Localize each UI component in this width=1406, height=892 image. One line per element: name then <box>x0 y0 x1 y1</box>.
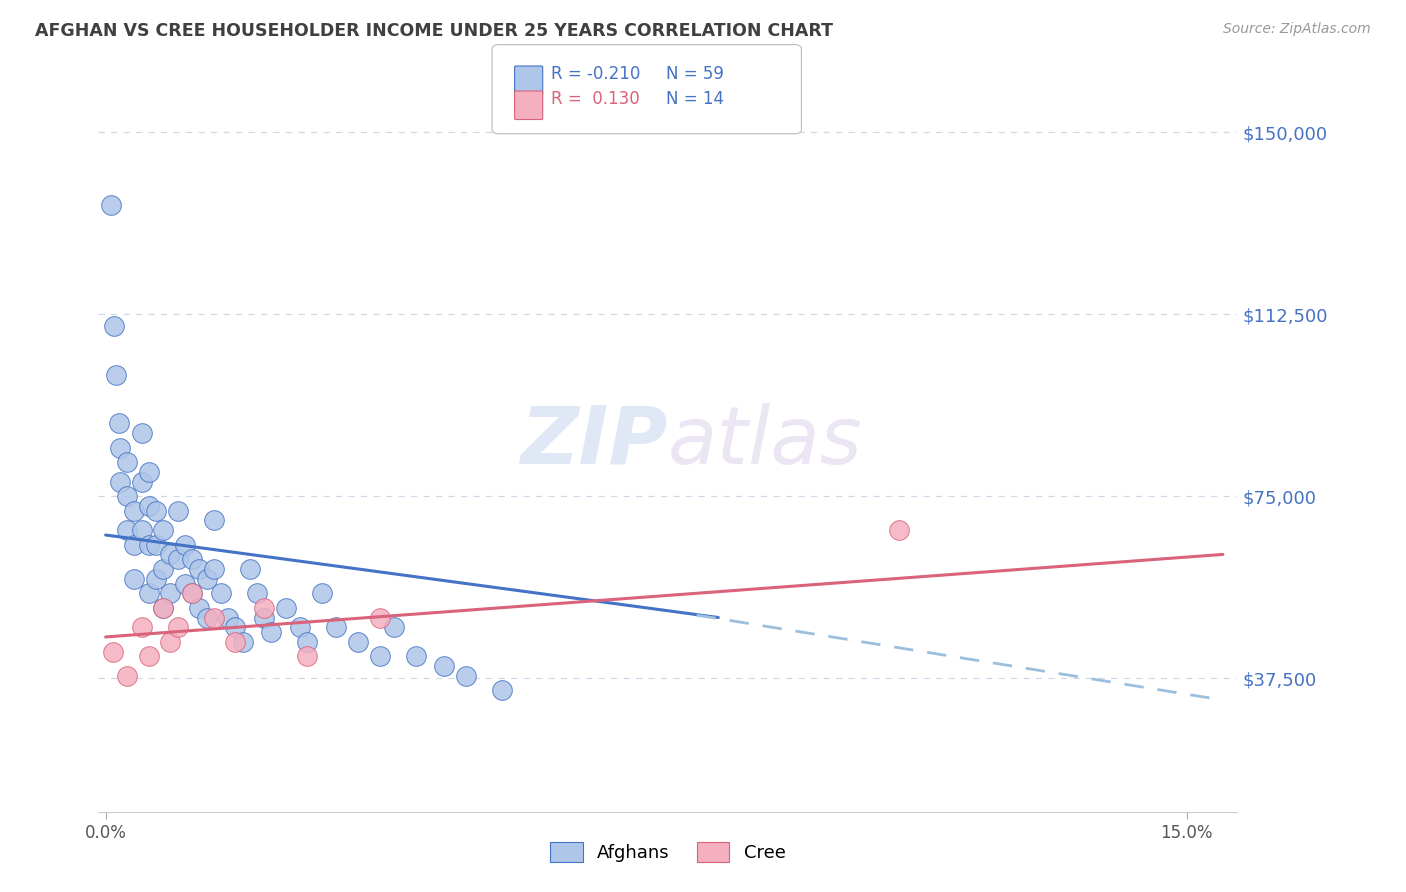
Text: Source: ZipAtlas.com: Source: ZipAtlas.com <box>1223 22 1371 37</box>
Point <box>152 600 174 615</box>
Point <box>152 562 174 576</box>
Point <box>131 620 153 634</box>
Point <box>297 649 319 664</box>
Point <box>159 548 181 562</box>
Point <box>202 562 225 576</box>
Point <box>311 586 333 600</box>
Point <box>138 499 160 513</box>
Point <box>433 659 456 673</box>
Point <box>131 523 153 537</box>
Point <box>124 572 146 586</box>
Point <box>174 538 197 552</box>
Point <box>117 669 139 683</box>
Point <box>103 319 125 334</box>
Point <box>152 523 174 537</box>
Point <box>224 635 246 649</box>
Point <box>253 610 276 624</box>
Point <box>347 635 370 649</box>
Point <box>217 610 239 624</box>
Point <box>274 600 297 615</box>
Point <box>145 572 167 586</box>
Point <box>887 523 910 537</box>
Point <box>405 649 427 664</box>
Point <box>325 620 347 634</box>
Point <box>195 610 218 624</box>
Point <box>202 513 225 527</box>
Point <box>124 504 146 518</box>
Text: AFGHAN VS CREE HOUSEHOLDER INCOME UNDER 25 YEARS CORRELATION CHART: AFGHAN VS CREE HOUSEHOLDER INCOME UNDER … <box>35 22 834 40</box>
Point <box>138 649 160 664</box>
Point <box>188 600 211 615</box>
Point <box>491 683 513 698</box>
Point <box>100 198 122 212</box>
Point <box>159 635 181 649</box>
Text: N = 14: N = 14 <box>666 90 724 108</box>
Point <box>124 538 146 552</box>
Point <box>368 610 391 624</box>
Point <box>152 600 174 615</box>
Point <box>382 620 405 634</box>
Text: ZIP: ZIP <box>520 402 668 481</box>
Point <box>239 562 262 576</box>
Point <box>166 504 188 518</box>
Point <box>166 620 188 634</box>
Point <box>131 475 153 489</box>
Point <box>232 635 254 649</box>
Point <box>253 600 276 615</box>
Point <box>202 610 225 624</box>
Point <box>260 625 283 640</box>
Text: N = 59: N = 59 <box>666 65 724 83</box>
Point <box>138 465 160 479</box>
Point <box>290 620 312 634</box>
Point <box>131 425 153 440</box>
Point <box>195 572 218 586</box>
Point <box>108 441 131 455</box>
Text: R =  0.130: R = 0.130 <box>551 90 640 108</box>
Point <box>181 586 204 600</box>
Point <box>117 489 139 503</box>
Point <box>117 523 139 537</box>
Point <box>117 455 139 469</box>
Point <box>188 562 211 576</box>
Point <box>108 475 131 489</box>
Point <box>297 635 319 649</box>
Point <box>159 586 181 600</box>
Point <box>181 586 204 600</box>
Point <box>224 620 246 634</box>
Point <box>454 669 477 683</box>
Point <box>101 644 124 658</box>
Point <box>145 504 167 518</box>
Point <box>181 552 204 566</box>
Point <box>174 576 197 591</box>
Point <box>368 649 391 664</box>
Point <box>138 538 160 552</box>
Point <box>246 586 269 600</box>
Text: R = -0.210: R = -0.210 <box>551 65 641 83</box>
Point <box>105 368 128 382</box>
Legend: Afghans, Cree: Afghans, Cree <box>543 835 793 870</box>
Point <box>209 586 232 600</box>
Point <box>166 552 188 566</box>
Point <box>138 586 160 600</box>
Point <box>107 417 129 431</box>
Text: atlas: atlas <box>668 402 863 481</box>
Point <box>145 538 167 552</box>
